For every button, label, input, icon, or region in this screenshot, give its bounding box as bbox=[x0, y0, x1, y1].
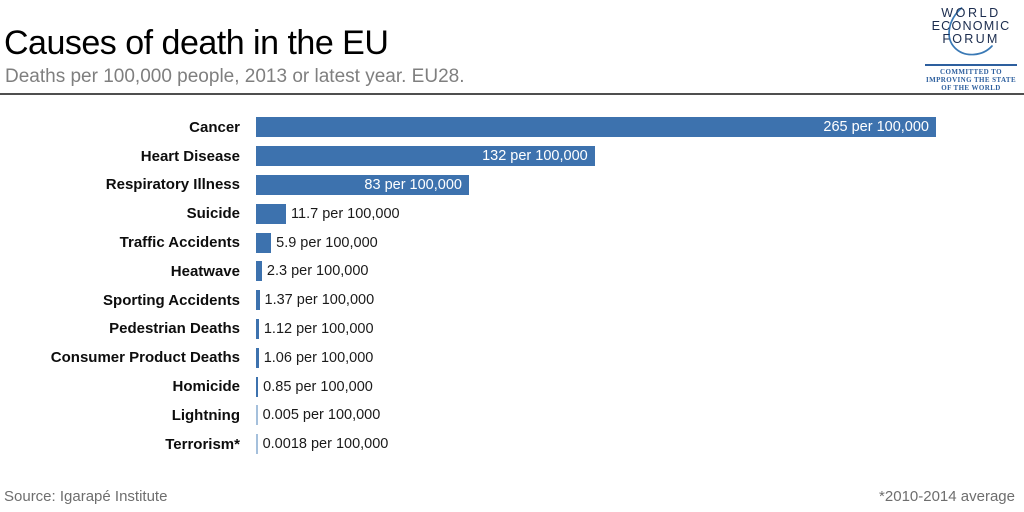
bar bbox=[256, 318, 259, 339]
category-label: Cancer bbox=[189, 118, 240, 136]
bar bbox=[256, 232, 272, 253]
category-label: Lightning bbox=[171, 406, 240, 424]
wef-word-world: WORLD bbox=[941, 6, 1000, 20]
bar-row: Heart Disease 132 per 100,000 bbox=[0, 142, 1024, 171]
bar-track: 2.3 per 100,000 bbox=[256, 261, 1024, 282]
bar-track: 11.7 per 100,000 bbox=[256, 203, 1024, 224]
bar-chart: Cancer 265 per 100,000 Heart Disease 132 pe… bbox=[0, 113, 1024, 459]
bar: 132 per 100,000 bbox=[256, 146, 595, 167]
chart-title: Causes of death in the EU bbox=[4, 24, 389, 62]
bar bbox=[256, 405, 258, 426]
bar: 265 per 100,000 bbox=[256, 117, 936, 138]
value-label: 83 per 100,000 bbox=[364, 176, 462, 193]
bar-track: 83 per 100,000 bbox=[256, 174, 1024, 195]
bar bbox=[256, 290, 260, 311]
category-label: Heart Disease bbox=[140, 147, 240, 165]
value-label: 265 per 100,000 bbox=[823, 119, 929, 136]
bar-row: Terrorism* 0.0018 per 100,000 bbox=[0, 430, 1024, 459]
bar-row: Lightning 0.005 per 100,000 bbox=[0, 401, 1024, 430]
wef-arc bbox=[948, 7, 993, 56]
wef-logo: WORLD ECONOMIC FORUM COMMITTED TO IMPROV… bbox=[925, 4, 1017, 92]
bar-track: 265 per 100,000 bbox=[256, 117, 1024, 138]
bar bbox=[256, 434, 258, 455]
bar bbox=[256, 376, 259, 397]
category-label: Pedestrian Deaths bbox=[109, 320, 240, 338]
category-label: Sporting Accidents bbox=[103, 291, 240, 309]
value-label: 132 per 100,000 bbox=[482, 148, 588, 165]
bar-track: 1.37 per 100,000 bbox=[256, 290, 1024, 311]
bar-row: Suicide 11.7 per 100,000 bbox=[0, 199, 1024, 228]
bar-row: Heatwave 2.3 per 100,000 bbox=[0, 257, 1024, 286]
bar-track: 0.0018 per 100,000 bbox=[256, 434, 1024, 455]
value-label: 1.06 per 100,000 bbox=[263, 349, 374, 366]
value-label: 11.7 per 100,000 bbox=[291, 205, 400, 222]
wef-tagline: COMMITTED TO IMPROVING THE STATE OF THE … bbox=[925, 64, 1017, 92]
value-label: 1.12 per 100,000 bbox=[263, 320, 374, 337]
chart-subtitle: Deaths per 100,000 people, 2013 or lates… bbox=[5, 66, 465, 87]
value-label: 1.37 per 100,000 bbox=[264, 292, 375, 309]
bar-track: 5.9 per 100,000 bbox=[256, 232, 1024, 253]
wef-tagline-line2: IMPROVING THE STATE bbox=[925, 76, 1017, 84]
wef-tagline-line1: COMMITTED TO bbox=[940, 68, 1002, 76]
category-label: Terrorism* bbox=[165, 435, 240, 453]
wef-word-economic: ECONOMIC bbox=[932, 19, 1011, 33]
category-label: Consumer Product Deaths bbox=[50, 349, 240, 367]
wef-logo-mark: WORLD ECONOMIC FORUM bbox=[932, 6, 1011, 56]
bar-track: 1.06 per 100,000 bbox=[256, 347, 1024, 368]
bar-row: Pedestrian Deaths 1.12 per 100,000 bbox=[0, 315, 1024, 344]
value-label: 2.3 per 100,000 bbox=[266, 263, 369, 280]
value-label: 0.85 per 100,000 bbox=[263, 378, 373, 395]
category-label: Traffic Accidents bbox=[119, 234, 240, 252]
source-attribution: Source: Igarapé Institute bbox=[4, 488, 168, 505]
value-label: 0.0018 per 100,000 bbox=[262, 436, 389, 453]
category-label: Heatwave bbox=[170, 262, 240, 280]
bar-track: 1.12 per 100,000 bbox=[256, 318, 1024, 339]
value-label: 5.9 per 100,000 bbox=[276, 234, 378, 251]
bar bbox=[256, 203, 287, 224]
wef-tagline-line3: OF THE WORLD bbox=[941, 84, 1001, 92]
bar-row: Respiratory Illness 83 per 100,000 bbox=[0, 171, 1024, 200]
bar bbox=[256, 347, 259, 368]
bar-row: Consumer Product Deaths 1.06 per 100,000 bbox=[0, 343, 1024, 372]
bar-row: Traffic Accidents 5.9 per 100,000 bbox=[0, 228, 1024, 257]
wef-word-forum: FORUM bbox=[942, 32, 999, 46]
footnote: *2010-2014 average bbox=[879, 488, 1015, 505]
bar-row: Homicide 0.85 per 100,000 bbox=[0, 372, 1024, 401]
category-label: Respiratory Illness bbox=[105, 176, 240, 194]
bar bbox=[256, 261, 262, 282]
category-label: Homicide bbox=[172, 378, 240, 396]
header: Causes of death in the EU Deaths per 100… bbox=[0, 0, 1024, 95]
bar-track: 0.85 per 100,000 bbox=[256, 376, 1024, 397]
bar: 83 per 100,000 bbox=[256, 174, 469, 195]
bar-row: Sporting Accidents 1.37 per 100,000 bbox=[0, 286, 1024, 315]
bar-track: 132 per 100,000 bbox=[256, 146, 1024, 167]
value-label: 0.005 per 100,000 bbox=[262, 407, 381, 424]
category-label: Suicide bbox=[186, 205, 240, 223]
bar-row: Cancer 265 per 100,000 bbox=[0, 113, 1024, 142]
bar-track: 0.005 per 100,000 bbox=[256, 405, 1024, 426]
